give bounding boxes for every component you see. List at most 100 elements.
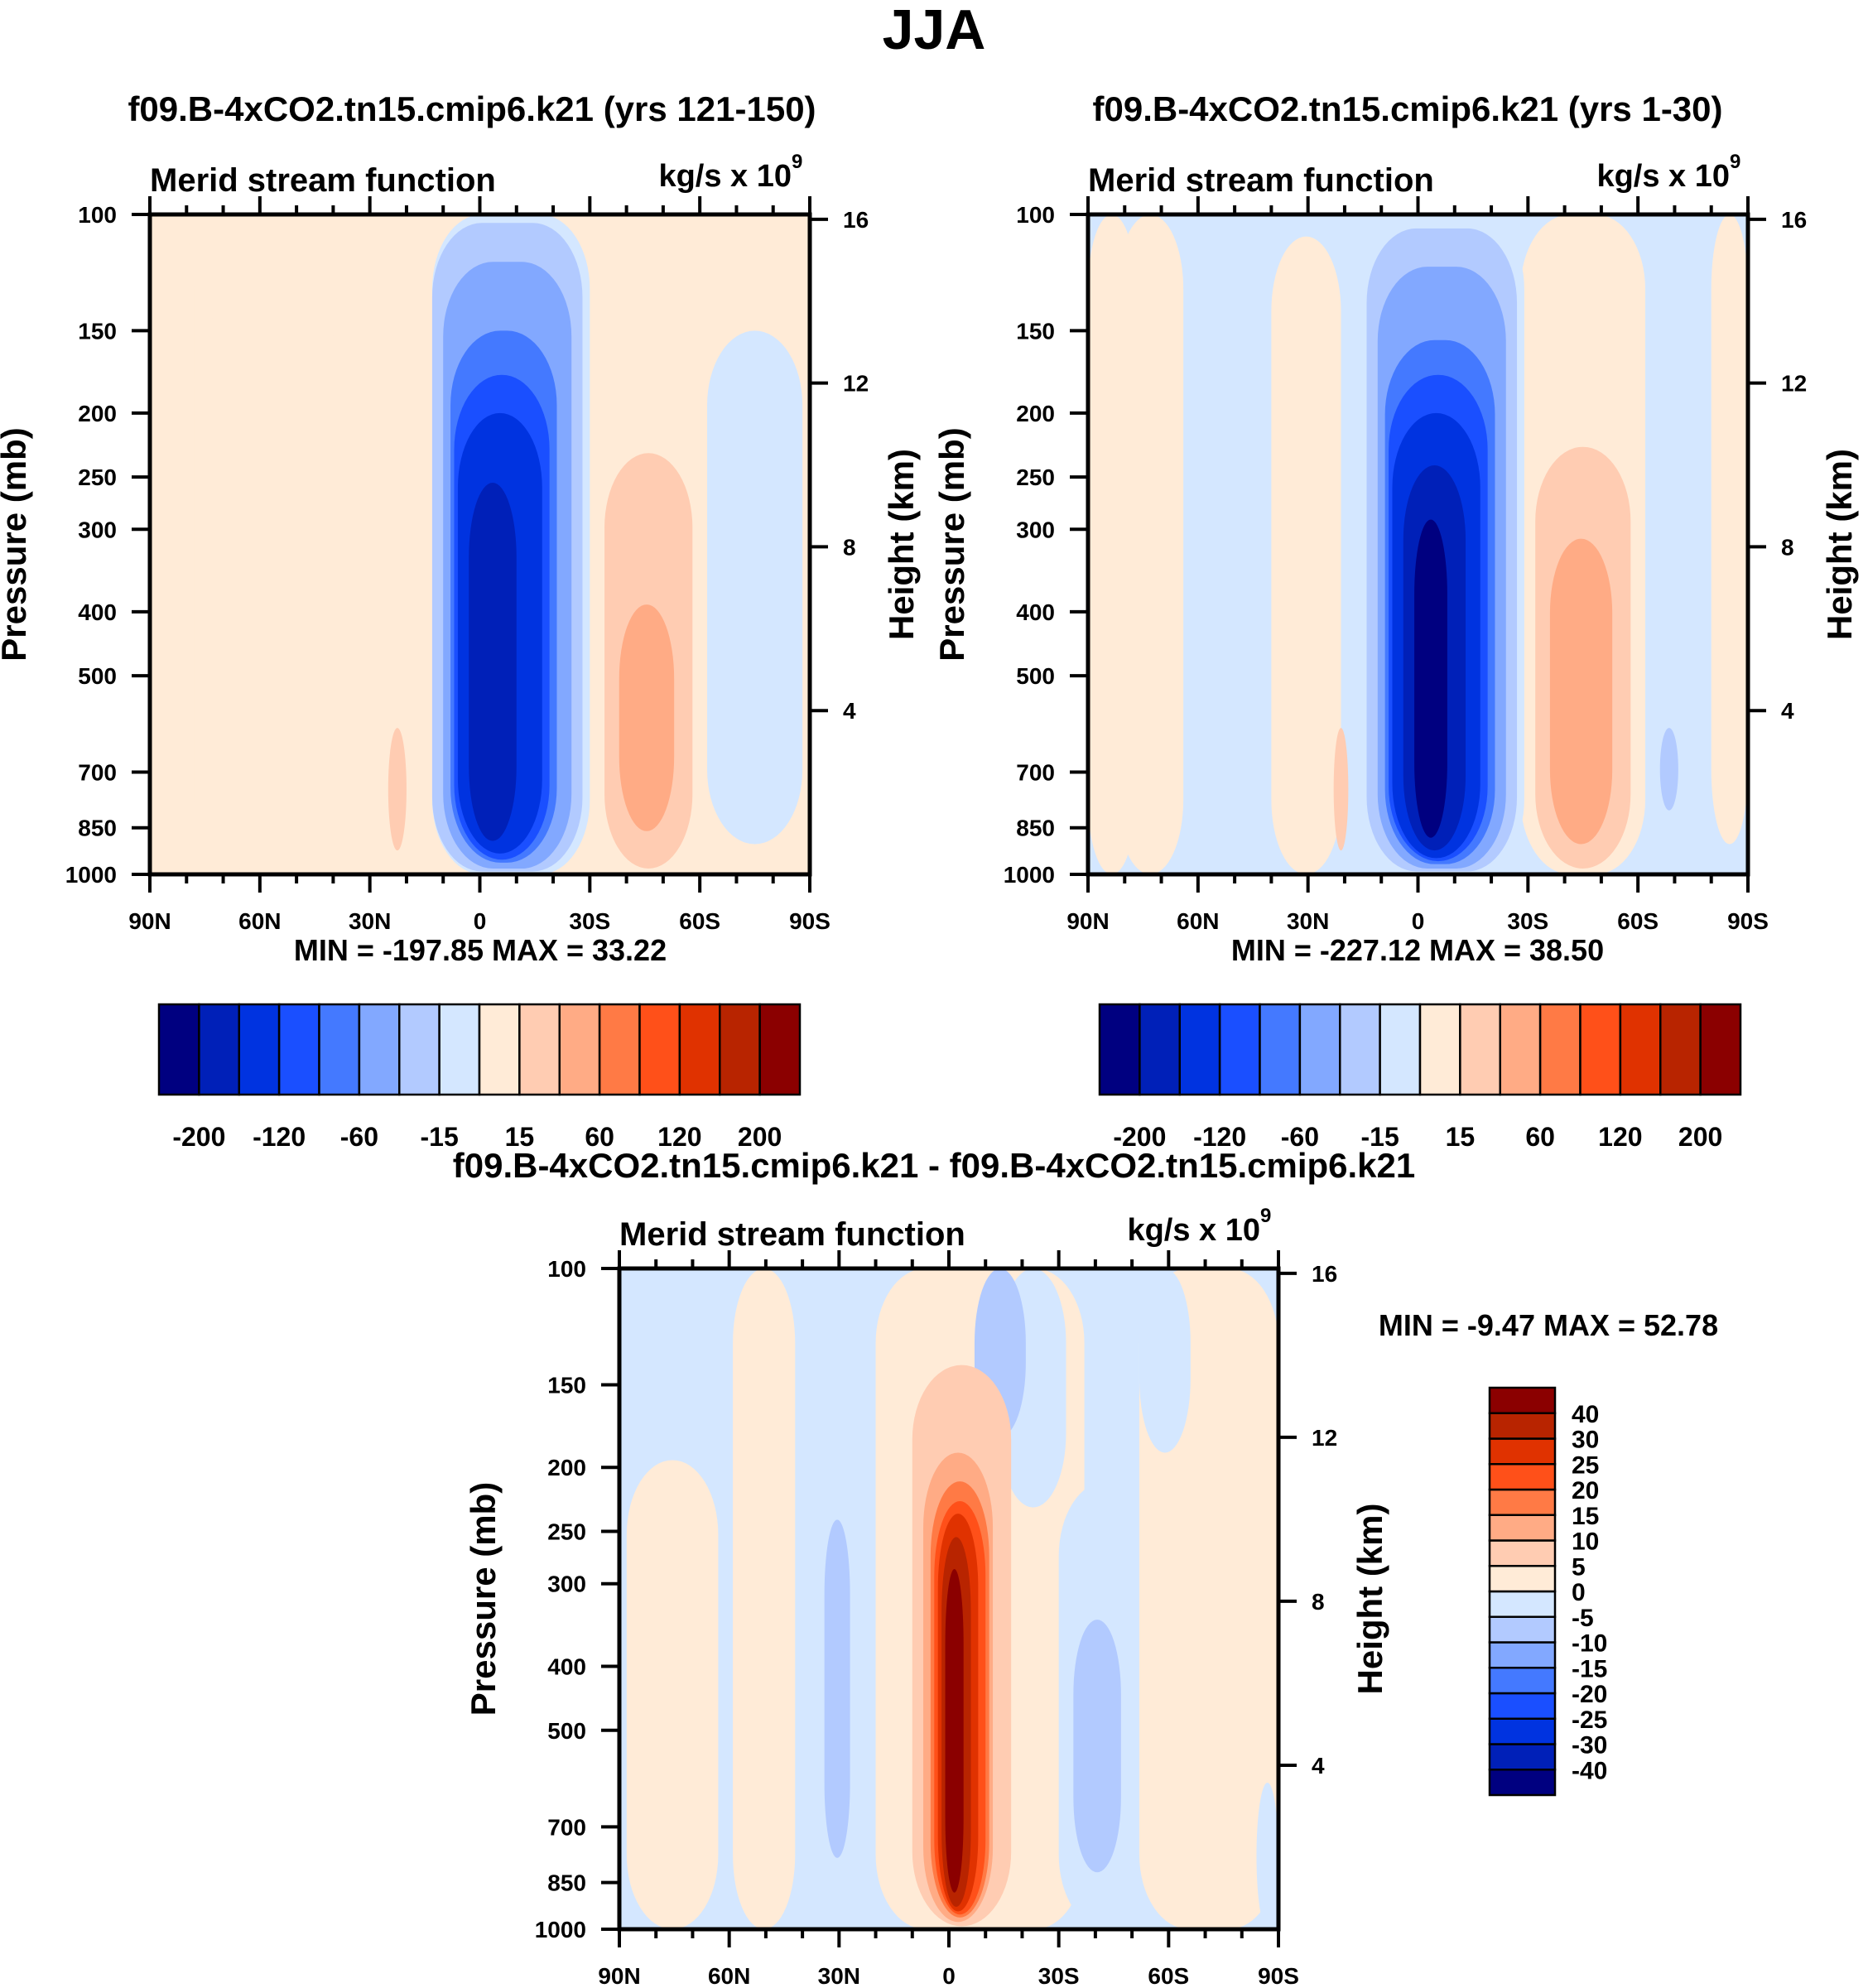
contour-region — [945, 1568, 964, 1893]
y-tick-label: 1000 — [535, 1917, 586, 1942]
y2-axis-label: Height (km) — [1820, 449, 1859, 640]
units-exponent: 9 — [792, 151, 802, 173]
colorbar-label: -15 — [1361, 1122, 1399, 1152]
colorbar-box — [1218, 1003, 1261, 1096]
contour-field — [150, 214, 810, 874]
colorbar-box — [1098, 1003, 1141, 1096]
colorbar-label: 120 — [1598, 1122, 1642, 1152]
colorbar-label: -60 — [1281, 1122, 1319, 1152]
colorbar-label: 60 — [1525, 1122, 1555, 1152]
colorbar-box — [1488, 1437, 1557, 1466]
y2-tick-label: 16 — [1781, 207, 1807, 233]
y-tick-label: 700 — [1016, 760, 1055, 786]
y2-tick-label: 12 — [1781, 371, 1807, 397]
colorbar-label: -60 — [340, 1122, 378, 1152]
contour-region — [619, 604, 675, 831]
y2-tick-label: 12 — [843, 371, 869, 397]
y-tick-label: 250 — [1016, 465, 1055, 490]
y-tick-label: 850 — [78, 816, 117, 841]
y-tick-label: 100 — [547, 1256, 586, 1282]
y-tick-label: 250 — [547, 1519, 586, 1545]
y-axis-label: Pressure (mb) — [0, 427, 33, 661]
left-string: Merid stream function — [150, 162, 496, 199]
units-label: kg/s x 10 — [1127, 1213, 1260, 1248]
x-tick-label: 30S — [569, 908, 610, 934]
colorbar-label: 120 — [657, 1122, 701, 1152]
colorbar-box — [198, 1003, 240, 1096]
contour-region — [1256, 1782, 1278, 1929]
colorbar-box — [598, 1003, 641, 1096]
units-label: kg/s x 10 — [1596, 159, 1730, 194]
y-tick-label: 400 — [1016, 599, 1055, 625]
x-tick-label: 0 — [942, 1963, 956, 1988]
colorbar-label: -200 — [1113, 1122, 1166, 1152]
colorbar-label: 40 — [1572, 1401, 1599, 1428]
y-tick-label: 150 — [78, 318, 117, 344]
colorbar-box — [1659, 1003, 1702, 1096]
chart-panel-panel-b: f09.B-4xCO2.tn15.cmip6.k21 (yrs 1-30) 90N… — [932, 89, 1859, 1152]
colorbar: -200 -120 -60 -15 15 60 120 200 — [1098, 1003, 1742, 1152]
colorbar-box — [1488, 1667, 1557, 1695]
contour-region — [1333, 728, 1349, 851]
x-tick-label: 60N — [238, 908, 281, 934]
x-tick-label: 60S — [1617, 908, 1659, 934]
x-tick-label: 0 — [474, 908, 487, 934]
colorbar-box — [1488, 1565, 1557, 1593]
figure-title: JJA — [882, 0, 986, 61]
x-tick-label: 60S — [1148, 1963, 1189, 1988]
colorbar-box — [238, 1003, 281, 1096]
colorbar-box — [1298, 1003, 1341, 1096]
colorbar-box — [318, 1003, 361, 1096]
y2-tick-label: 8 — [1781, 534, 1794, 560]
x-tick-label: 0 — [1412, 908, 1425, 934]
colorbar-label: 5 — [1572, 1553, 1586, 1581]
panel-title: f09.B-4xCO2.tn15.cmip6.k21 - f09.B-4xCO2… — [453, 1146, 1416, 1185]
min-max-label: MIN = -9.47 MAX = 52.78 — [1379, 1308, 1718, 1342]
colorbar-label: 15 — [1572, 1503, 1599, 1530]
colorbar-box — [1488, 1743, 1557, 1771]
y-tick-label: 700 — [547, 1814, 586, 1840]
y-axis-label: Pressure (mb) — [464, 1482, 503, 1716]
colorbar-box — [1619, 1003, 1662, 1096]
colorbar-box — [1488, 1615, 1557, 1644]
panel-title: f09.B-4xCO2.tn15.cmip6.k21 (yrs 1-30) — [1092, 89, 1722, 128]
y2-tick-label: 16 — [843, 207, 869, 233]
contour-region — [1139, 1268, 1191, 1453]
contour-region — [469, 483, 517, 841]
colorbar-label: -5 — [1572, 1605, 1594, 1632]
left-string: Merid stream function — [619, 1216, 965, 1253]
x-tick-label: 30S — [1507, 908, 1548, 934]
colorbar-box — [758, 1003, 802, 1096]
colorbar-box — [1339, 1003, 1381, 1096]
colorbar-label: -10 — [1572, 1630, 1607, 1658]
colorbar-label: 10 — [1572, 1528, 1599, 1556]
y2-tick-label: 12 — [1312, 1425, 1337, 1451]
colorbar-box — [719, 1003, 761, 1096]
colorbar-box — [1488, 1769, 1557, 1797]
colorbar: -200 -120 -60 -15 15 60 120 200 — [157, 1003, 802, 1152]
colorbar-box — [558, 1003, 601, 1096]
y2-tick-label: 4 — [1781, 698, 1794, 724]
colorbar-box — [1488, 1463, 1557, 1491]
contour-region — [1549, 538, 1613, 845]
contour-region — [626, 1460, 719, 1929]
y2-tick-label: 8 — [843, 534, 856, 560]
contour-region — [150, 214, 195, 874]
colorbar-box — [1699, 1003, 1742, 1096]
colorbar-box — [438, 1003, 481, 1096]
colorbar-box — [1488, 1386, 1557, 1414]
y-tick-label: 100 — [1016, 202, 1055, 228]
colorbar-box — [478, 1003, 521, 1096]
colorbar-label: 15 — [1446, 1122, 1476, 1152]
contour-region — [1711, 214, 1748, 845]
y2-tick-label: 8 — [1312, 1589, 1325, 1615]
x-tick-label: 90S — [789, 908, 830, 934]
colorbar-box — [1488, 1412, 1557, 1440]
chart-panel-panel-a: f09.B-4xCO2.tn15.cmip6.k21 (yrs 121-150)… — [0, 89, 921, 1152]
contour-region — [333, 262, 385, 874]
y-tick-label: 300 — [78, 517, 117, 542]
colorbar-label: 200 — [1678, 1122, 1722, 1152]
colorbar-label: -20 — [1572, 1681, 1607, 1708]
colorbar-box — [1488, 1488, 1557, 1516]
